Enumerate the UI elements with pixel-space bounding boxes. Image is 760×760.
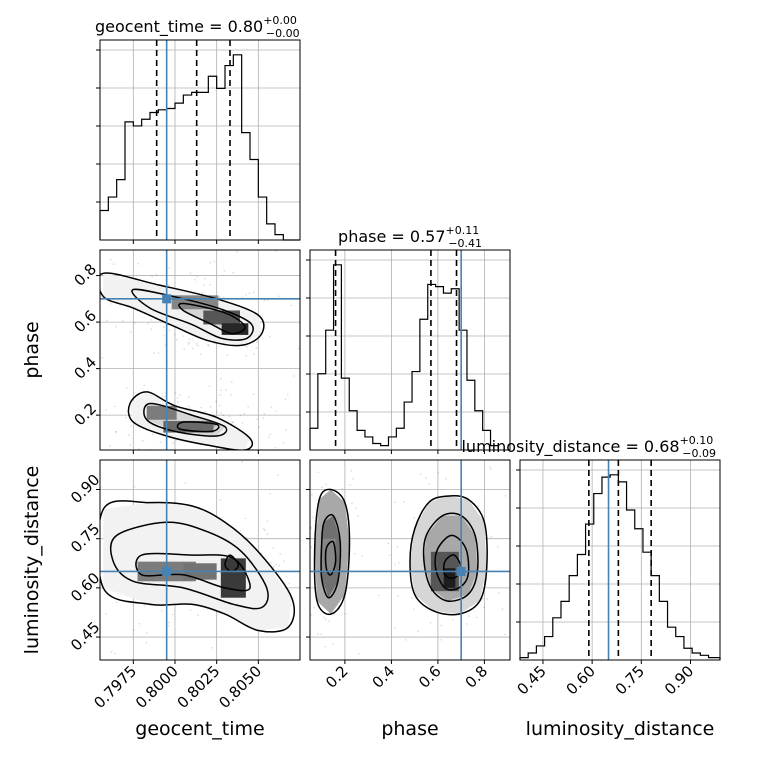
y-tick-label-luminosity_distance-3: 0.90	[67, 471, 103, 507]
title-text-geocent_time: geocent_time = 0.80+0.00 −0.00	[95, 14, 300, 40]
density-cell	[221, 323, 249, 335]
contour-5	[176, 421, 220, 433]
title-upper-geocent_time: +0.00	[263, 14, 297, 27]
scatter-samples	[101, 250, 300, 450]
x-tick-label-luminosity_distance-2: 0.75	[612, 662, 648, 698]
y-tick-label-phase-1: 0.4	[70, 353, 100, 383]
panel-pair_luminosity_distance_vs_geocent_time	[96, 459, 301, 664]
x-tick-label-geocent_time-0: 0.7975	[90, 662, 140, 712]
hist-panel-luminosity_distance	[516, 459, 721, 664]
y-tick-label-phase-3: 0.8	[70, 260, 100, 290]
contour-0	[313, 488, 351, 616]
title-text-luminosity_distance: luminosity_distance = 0.68+0.10 −0.09	[461, 434, 716, 460]
contour-4	[422, 512, 479, 602]
title-main-luminosity_distance: luminosity_distance = 0.68	[461, 437, 679, 457]
title-text-phase: phase = 0.57+0.11 −0.41	[338, 224, 482, 250]
y-axis-label-luminosity_distance: luminosity_distance	[21, 466, 43, 655]
truth-marker	[456, 566, 466, 576]
title-main-geocent_time: geocent_time = 0.80	[95, 17, 263, 37]
x-axis-label-geocent_time: geocent_time	[135, 718, 264, 740]
x-tick-label-luminosity_distance-0: 0.45	[513, 662, 549, 698]
title-geocent_time: geocent_time = 0.80+0.00 −0.00	[95, 14, 300, 40]
title-lower-phase: −0.41	[448, 237, 482, 250]
title-upper-luminosity_distance: +0.10	[680, 434, 714, 447]
x-tick-label-geocent_time-2: 0.8025	[174, 662, 224, 712]
title-main-phase: phase = 0.57	[338, 227, 445, 246]
x-tick-label-phase-3: 0.8	[462, 662, 492, 692]
contour-0	[100, 500, 296, 633]
contour-2	[178, 302, 246, 335]
panel-pair_phase_vs_geocent_time	[96, 249, 301, 454]
x-axis-label-phase: phase	[381, 718, 438, 740]
truth-marker	[162, 566, 172, 576]
x-tick-label-phase-2: 0.6	[415, 662, 445, 692]
histogram-luminosity_distance	[519, 474, 721, 660]
histogram-geocent_time	[99, 54, 300, 241]
x-tick-label-luminosity_distance-3: 0.90	[661, 662, 697, 698]
density-cell	[146, 405, 177, 420]
histogram-phase	[309, 264, 499, 450]
hist-panel-geocent_time	[96, 39, 301, 244]
contour-4	[143, 402, 228, 437]
x-tick-label-geocent_time-3: 0.8050	[215, 662, 265, 712]
y-tick-label-luminosity_distance-1: 0.60	[67, 569, 103, 605]
contour-2	[135, 552, 251, 592]
title-lower-luminosity_distance: −0.09	[682, 447, 716, 460]
contour-1	[131, 288, 254, 341]
panel-pair_luminosity_distance_vs_phase	[306, 459, 511, 664]
y-tick-label-luminosity_distance-0: 0.45	[67, 618, 103, 654]
contour-3	[409, 494, 488, 616]
title-phase: phase = 0.57+0.11 −0.41	[338, 224, 482, 250]
title-lower-geocent_time: −0.00	[266, 27, 300, 40]
contour-5	[434, 534, 470, 591]
contour-2	[324, 540, 337, 576]
x-tick-label-luminosity_distance-1: 0.60	[563, 662, 599, 698]
density-cell	[163, 420, 214, 433]
y-tick-label-phase-0: 0.2	[70, 400, 100, 430]
y-axis-label-phase: phase	[21, 321, 43, 378]
title-upper-phase: +0.11	[446, 224, 480, 237]
y-tick-label-phase-2: 0.6	[70, 307, 100, 337]
title-luminosity_distance: luminosity_distance = 0.68+0.10 −0.09	[461, 434, 716, 460]
x-tick-label-phase-1: 0.4	[369, 662, 399, 692]
truth-marker	[162, 294, 172, 304]
contour-1	[109, 521, 269, 610]
hist-panel-phase	[306, 249, 511, 454]
x-tick-label-geocent_time-1: 0.8000	[132, 662, 182, 712]
x-tick-label-phase-0: 0.2	[322, 662, 352, 692]
x-axis-label-luminosity_distance: luminosity_distance	[526, 718, 715, 740]
density-cell	[203, 310, 240, 325]
contour-0	[100, 272, 265, 347]
y-tick-label-luminosity_distance-2: 0.75	[67, 520, 103, 556]
contour-1	[320, 513, 342, 599]
contour-3	[127, 391, 254, 450]
